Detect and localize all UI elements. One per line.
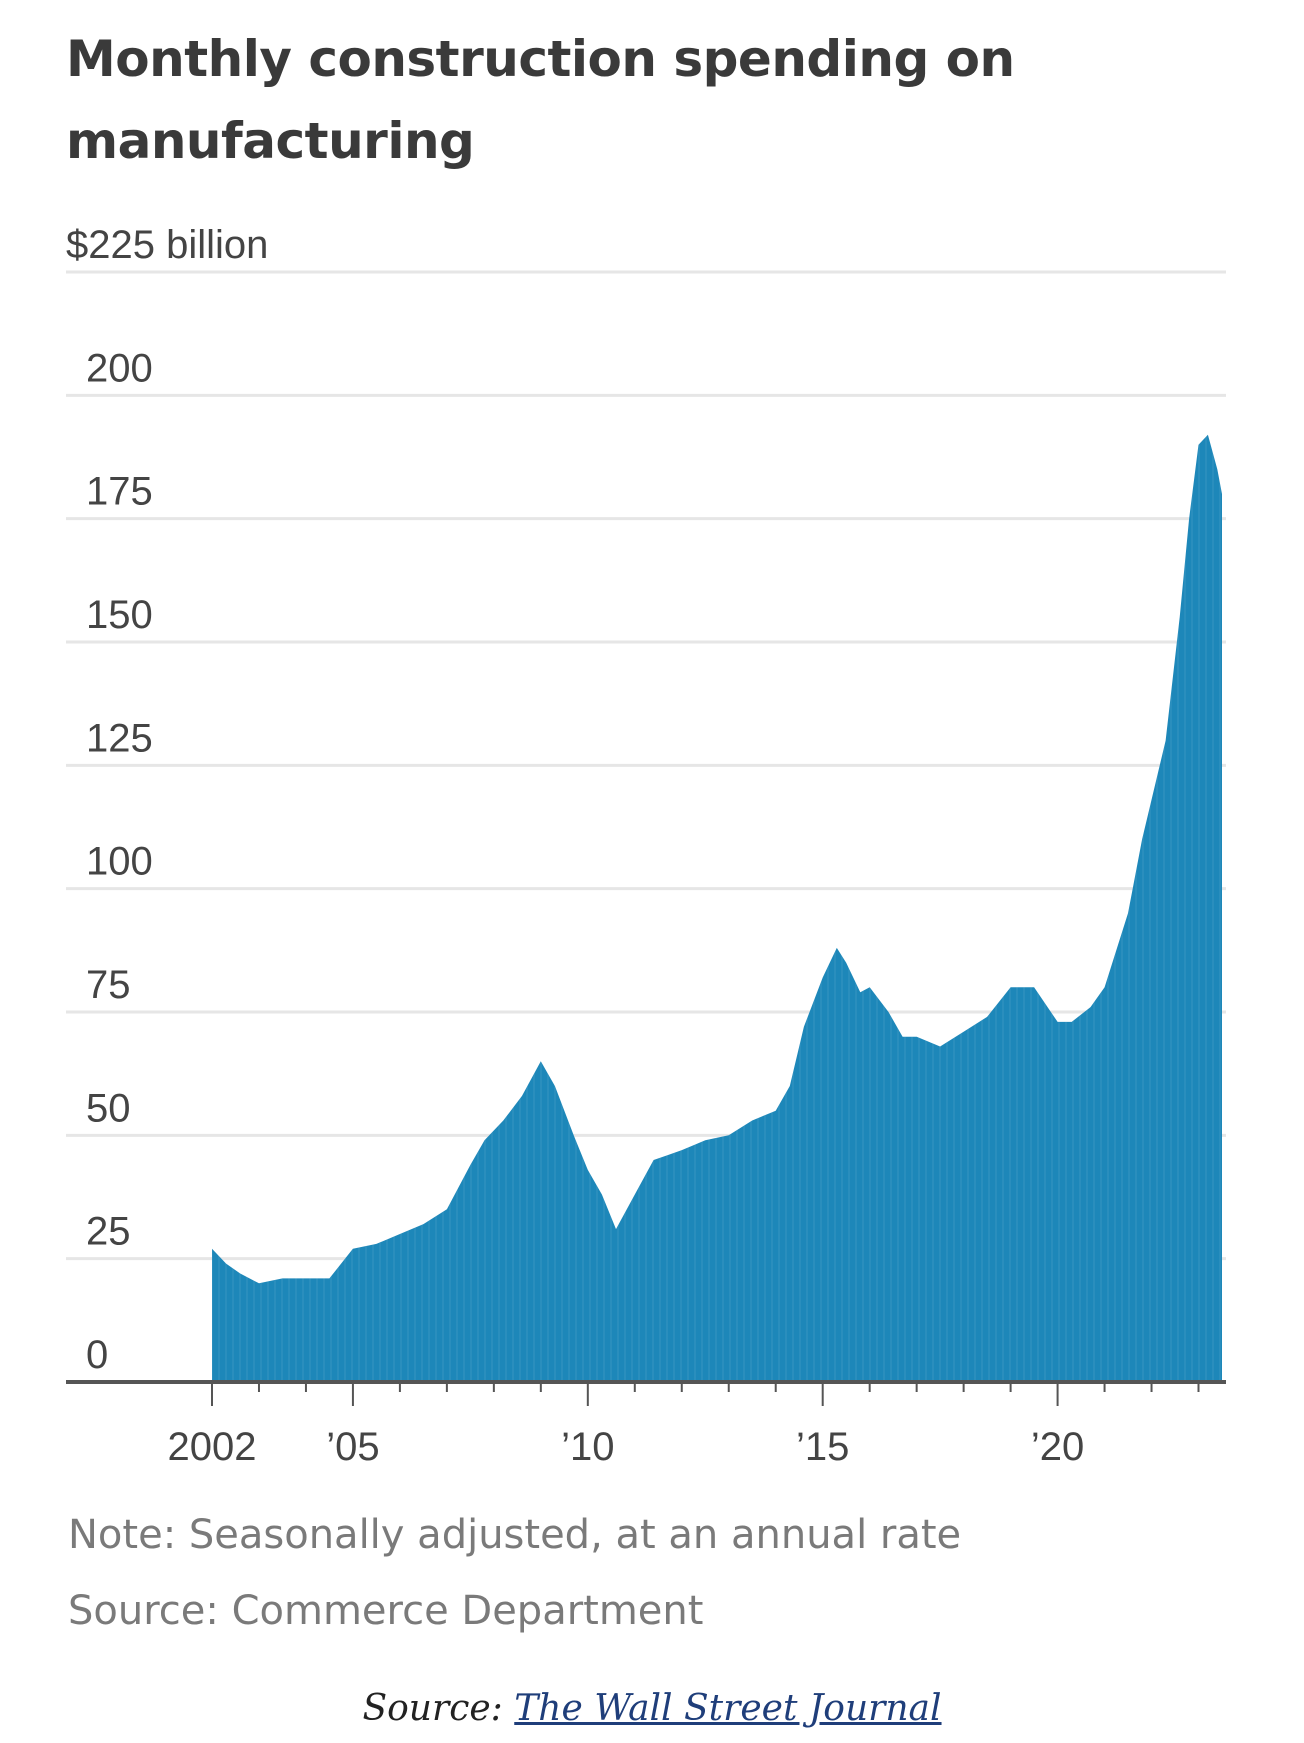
y-tick-label-0: 0: [86, 1333, 108, 1377]
y-tick-labels: 0 25 50 75 100 125 150 175 200 $225 billion: [66, 223, 268, 1377]
y-tick-label-50: 50: [86, 1086, 131, 1130]
area-layer: [212, 434, 1222, 1382]
x-tick-label-2010: ’10: [561, 1425, 614, 1469]
x-tick-label-2002: 2002: [168, 1425, 257, 1469]
y-tick-label-225: $225 billion: [66, 223, 268, 267]
y-tick-label-175: 175: [86, 470, 153, 514]
x-tick-label-2005: ’05: [326, 1425, 379, 1469]
attribution-prefix: Source:: [362, 1688, 515, 1729]
y-tick-label-75: 75: [86, 963, 131, 1007]
attribution: Source: The Wall Street Journal: [0, 1688, 1304, 1729]
chart-note: Note: Seasonally adjusted, at an annual …: [68, 1512, 962, 1558]
y-tick-label-150: 150: [86, 593, 153, 637]
x-tick-label-2015: ’15: [796, 1425, 849, 1469]
chart-title: Monthly construction spending on manufac…: [66, 30, 1015, 170]
chart-source: Source: Commerce Department: [68, 1588, 704, 1634]
x-tick-labels: 2002 ’05 ’10 ’15 ’20: [168, 1425, 1085, 1469]
y-tick-label-200: 200: [86, 346, 153, 390]
y-tick-label-125: 125: [86, 716, 153, 760]
attribution-link[interactable]: The Wall Street Journal: [514, 1688, 942, 1729]
series-area: [212, 434, 1222, 1382]
chart: 0 25 50 75 100 125 150 175 200 $225 billion 2002 ’…: [66, 223, 1226, 1469]
y-tick-label-25: 25: [86, 1210, 131, 1254]
y-tick-label-100: 100: [86, 840, 153, 884]
grid: [66, 270, 1226, 1261]
x-tick-label-2020: ’20: [1031, 1425, 1084, 1469]
x-axis: [66, 1380, 1226, 1406]
